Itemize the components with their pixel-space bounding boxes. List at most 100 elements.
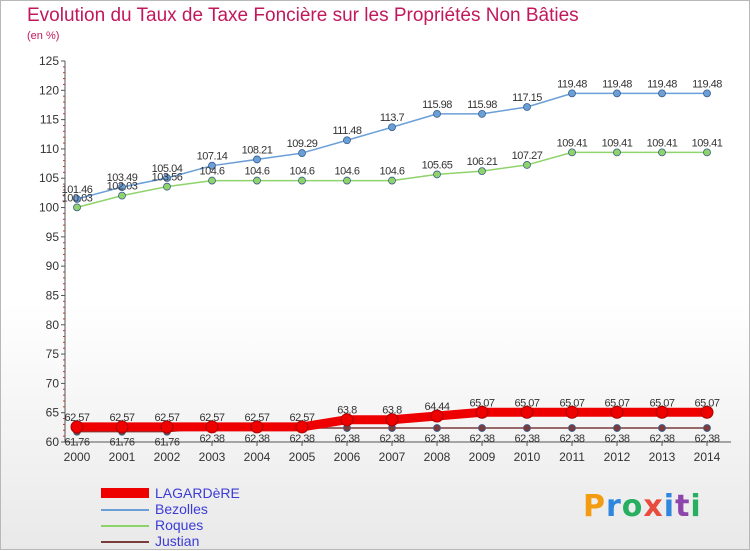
x-tick-label: 2003 bbox=[199, 450, 226, 464]
data-point bbox=[658, 424, 666, 432]
data-point bbox=[73, 203, 81, 212]
x-tick-label: 2013 bbox=[649, 450, 676, 464]
y-tick-label: 60 bbox=[46, 435, 60, 449]
data-label: 65.07 bbox=[514, 397, 539, 409]
data-label: 104.6 bbox=[334, 166, 359, 178]
data-label: 109.41 bbox=[647, 137, 678, 149]
y-tick-label: 120 bbox=[39, 83, 59, 97]
data-label: 62.38 bbox=[649, 433, 674, 445]
data-label: 61.76 bbox=[64, 437, 89, 449]
data-label: 119.48 bbox=[647, 78, 677, 90]
data-point bbox=[430, 409, 444, 423]
data-point bbox=[163, 174, 171, 182]
data-label: 62.38 bbox=[424, 433, 449, 445]
data-label: 101.46 bbox=[62, 184, 93, 196]
x-tick-label: 2008 bbox=[424, 450, 451, 464]
data-label: 65.07 bbox=[604, 397, 629, 409]
data-label: 62.57 bbox=[244, 412, 269, 424]
data-label: 117.15 bbox=[512, 92, 542, 104]
data-label: 62.38 bbox=[244, 433, 269, 445]
legend-label: Justian bbox=[155, 533, 200, 549]
y-tick-label: 125 bbox=[39, 54, 59, 68]
data-label: 62.57 bbox=[199, 412, 224, 424]
y-tick-label: 85 bbox=[46, 288, 60, 302]
data-label: 109.41 bbox=[602, 137, 633, 149]
data-label: 65.07 bbox=[649, 397, 674, 409]
data-label: 107.14 bbox=[197, 151, 228, 163]
data-label: 102.03 bbox=[107, 181, 138, 193]
data-label: 62.38 bbox=[379, 433, 404, 445]
data-point bbox=[478, 109, 486, 118]
y-tick-label: 65 bbox=[46, 406, 60, 420]
data-label: 119.48 bbox=[602, 78, 632, 90]
y-tick-label: 100 bbox=[39, 201, 59, 215]
data-label: 104.6 bbox=[379, 166, 404, 178]
data-label: 104.6 bbox=[289, 166, 314, 178]
x-tick-label: 2001 bbox=[109, 450, 136, 464]
data-label: 119.48 bbox=[557, 78, 587, 90]
y-tick-label: 90 bbox=[46, 259, 60, 273]
data-label: 113.7 bbox=[380, 112, 405, 124]
data-point bbox=[343, 176, 351, 185]
data-label: 62.38 bbox=[469, 433, 494, 445]
data-label: 104.6 bbox=[244, 166, 269, 178]
data-label: 115.98 bbox=[467, 99, 497, 111]
data-label: 108.21 bbox=[242, 144, 273, 156]
data-point bbox=[658, 148, 666, 157]
data-point bbox=[343, 136, 351, 145]
data-point bbox=[703, 89, 711, 98]
data-label: 62.57 bbox=[109, 412, 134, 424]
data-label: 119.48 bbox=[692, 78, 722, 90]
x-tick-label: 2007 bbox=[379, 450, 406, 464]
x-tick-label: 2009 bbox=[469, 450, 496, 464]
data-label: 103.49 bbox=[107, 172, 138, 184]
data-point bbox=[388, 176, 396, 185]
data-point bbox=[388, 123, 396, 132]
data-point bbox=[568, 424, 576, 432]
data-point bbox=[118, 183, 126, 191]
data-point bbox=[523, 103, 531, 111]
x-tick-label: 2014 bbox=[694, 450, 721, 464]
data-point bbox=[70, 420, 84, 434]
data-label: 62.38 bbox=[559, 433, 584, 445]
data-point bbox=[523, 161, 531, 169]
y-tick-label: 70 bbox=[46, 376, 60, 390]
data-point bbox=[205, 420, 219, 434]
data-point bbox=[568, 148, 576, 157]
data-point bbox=[475, 405, 489, 419]
data-point bbox=[610, 405, 624, 419]
data-label: 100.03 bbox=[62, 192, 93, 204]
data-point bbox=[163, 182, 171, 191]
data-label: 65.07 bbox=[559, 397, 584, 409]
y-tick-label: 95 bbox=[46, 230, 60, 244]
data-label: 62.57 bbox=[154, 412, 179, 424]
data-label: 105.65 bbox=[422, 159, 453, 171]
data-point bbox=[298, 149, 306, 157]
legend-label: Bezolles bbox=[155, 501, 208, 517]
data-point bbox=[703, 148, 711, 157]
data-label: 109.41 bbox=[692, 137, 723, 149]
y-tick-label: 105 bbox=[39, 171, 59, 185]
x-tick-label: 2006 bbox=[334, 450, 361, 464]
x-tick-label: 2011 bbox=[559, 450, 585, 464]
data-point bbox=[253, 155, 261, 164]
data-point bbox=[160, 420, 174, 434]
chart-title: Evolution du Taux de Taxe Foncière sur l… bbox=[27, 5, 579, 26]
x-tick-label: 2012 bbox=[604, 450, 631, 464]
x-tick-label: 2005 bbox=[289, 450, 316, 464]
legend-label: LAGARDèRE bbox=[155, 485, 240, 501]
legend-swatch bbox=[101, 541, 149, 543]
data-label: 65.07 bbox=[469, 397, 494, 409]
data-point bbox=[115, 420, 129, 434]
data-point bbox=[523, 424, 531, 432]
data-point bbox=[520, 405, 534, 419]
data-point bbox=[568, 89, 576, 98]
data-label: 62.57 bbox=[289, 412, 314, 424]
data-point bbox=[565, 405, 579, 419]
proxiti-logo: Proxiti bbox=[583, 489, 702, 524]
y-tick-label: 110 bbox=[40, 142, 59, 156]
data-label: 115.98 bbox=[422, 99, 452, 111]
data-label: 103.56 bbox=[152, 172, 183, 184]
data-label: 62.38 bbox=[199, 433, 224, 445]
